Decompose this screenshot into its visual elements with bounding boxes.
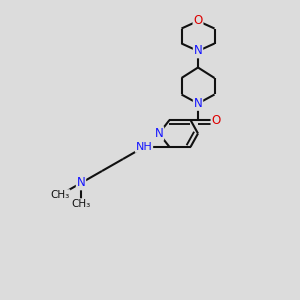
- Text: NH: NH: [136, 142, 152, 152]
- Text: CH₃: CH₃: [71, 199, 91, 209]
- Text: N: N: [194, 44, 202, 58]
- Text: N: N: [76, 176, 85, 190]
- Text: CH₃: CH₃: [50, 190, 70, 200]
- Text: N: N: [154, 127, 164, 140]
- Text: O: O: [194, 14, 202, 28]
- Text: O: O: [212, 113, 220, 127]
- Text: N: N: [194, 97, 202, 110]
